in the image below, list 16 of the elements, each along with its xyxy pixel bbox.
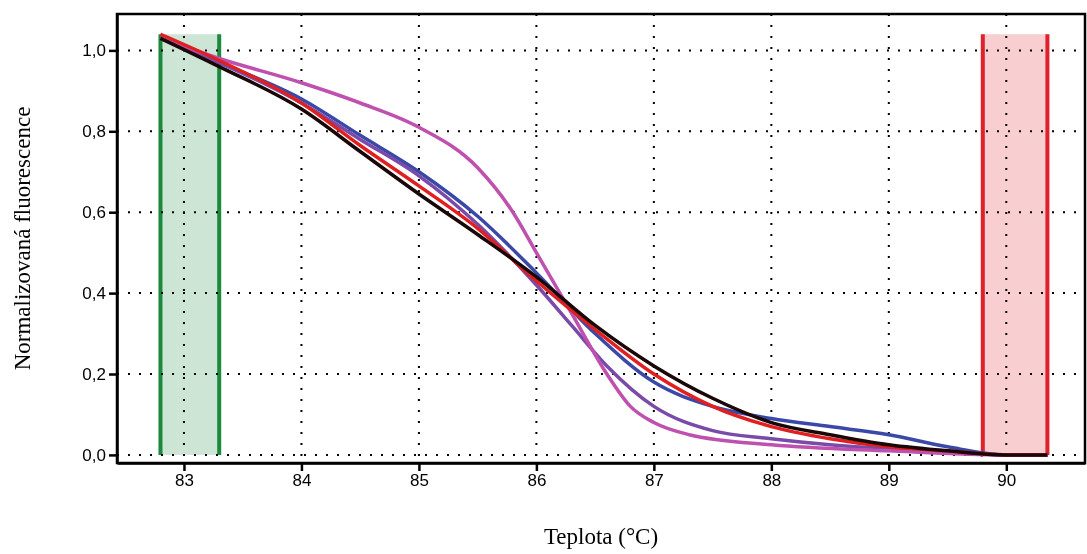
y-tick-label: 0,4 [82, 284, 106, 304]
x-tick-label: 83 [175, 471, 194, 491]
x-tick-label: 88 [762, 471, 782, 491]
y-tick-label: 0,6 [82, 203, 106, 223]
x-axis-title: Teplota (°C) [543, 524, 659, 549]
x-tick-label: 90 [997, 471, 1017, 491]
x-tick-label: 87 [644, 471, 664, 491]
x-tick-label: 85 [409, 471, 429, 491]
y-tick-label: 0,2 [82, 364, 106, 384]
y-tick-label: 1,0 [82, 41, 106, 61]
x-tick-label: 86 [527, 471, 547, 491]
x-tick-label: 89 [879, 471, 899, 491]
x-tick-label: 84 [292, 471, 312, 491]
y-tick-label: 0,0 [82, 445, 106, 465]
y-axis-title: Normalizovaná fluorescence [10, 106, 35, 371]
y-tick-label: 0,8 [82, 122, 106, 142]
